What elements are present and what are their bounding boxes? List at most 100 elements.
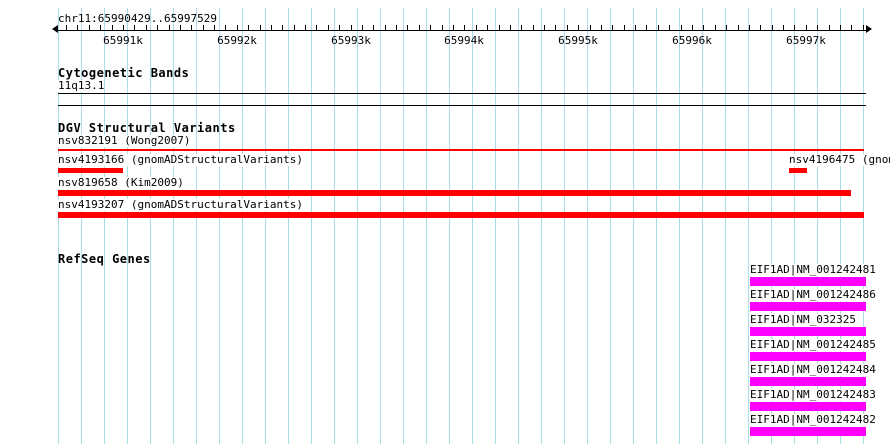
variant-label-nsv819658[interactable]: nsv819658 (Kim2009) [58,176,184,189]
ruler-tick [305,25,306,30]
ruler-tick [453,25,454,30]
ruler-tick [840,25,841,30]
ruler-tick [328,25,329,30]
gene-label-NM_001242486[interactable]: EIF1AD|NM_001242486 [750,288,876,301]
cytoband-bottom-border [58,105,866,106]
ruler-tick [829,25,830,30]
ruler-tick [294,25,295,30]
cytoband-label-11q13-1[interactable]: 11q13.1 [58,79,105,92]
arrow-left-icon [52,25,58,33]
variant-bar-nsv832191[interactable] [58,149,864,151]
ruler-label: 65994k [444,34,484,47]
ruler-tick [77,25,78,30]
ruler-tick [430,25,431,30]
gene-label-NM_001242484[interactable]: EIF1AD|NM_001242484 [750,363,876,376]
gene-bar-NM_001242482[interactable] [750,427,866,436]
ruler-tick [726,25,727,30]
track-title-cytogenetic-bands: Cytogenetic Bands [58,66,190,80]
ruler-tick [112,25,113,30]
arrow-right-icon [866,25,872,33]
ruler-tick [100,25,101,30]
gene-bar-NM_032325[interactable] [750,327,866,336]
variant-bar-nsv4196475[interactable] [789,168,807,173]
ruler-tick [316,25,317,30]
gene-bar-NM_001242486[interactable] [750,302,866,311]
ruler-tick [590,25,591,30]
ruler-tick [282,25,283,30]
ruler-tick [715,25,716,30]
ruler-tick [351,25,352,30]
ruler-label: 65991k [103,34,143,47]
ruler-tick [635,25,636,30]
ruler-tick [863,25,864,30]
ruler-tick [555,25,556,30]
gene-label-NM_001242485[interactable]: EIF1AD|NM_001242485 [750,338,876,351]
ruler-tick [123,25,124,30]
ruler-tick [214,25,215,30]
ruler-label: 65992k [217,34,257,47]
ruler-tick [851,25,852,30]
ruler-label: 65995k [558,34,598,47]
ruler-tick [612,25,613,30]
ruler-tick [464,25,465,30]
ruler-axis-line [58,30,866,31]
variant-bar-nsv4193207[interactable] [58,212,864,218]
gene-bar-NM_001242485[interactable] [750,352,866,361]
ruler-tick [385,25,386,30]
ruler-tick [225,25,226,30]
variant-label-nsv4193207[interactable]: nsv4193207 (gnomADStructuralVariants) [58,198,304,211]
ruler-tick [544,25,545,30]
ruler-tick [646,25,647,30]
ruler-tick [271,25,272,30]
ruler-tick [180,25,181,30]
track-title-dgv-structural-variants: DGV Structural Variants [58,121,236,135]
ruler-tick [806,25,807,30]
gene-label-NM_001242482[interactable]: EIF1AD|NM_001242482 [750,413,876,426]
gene-label-NM_001242483[interactable]: EIF1AD|NM_001242483 [750,388,876,401]
variant-label-nsv4193166[interactable]: nsv4193166 (gnomADStructuralVariants) [58,153,304,166]
ruler-tick [499,25,500,30]
ruler-tick [624,25,625,30]
ruler-tick [533,25,534,30]
ruler-label: 65997k [786,34,826,47]
gene-label-NM_001242481[interactable]: EIF1AD|NM_001242481 [750,263,876,276]
ruler-tick [66,25,67,30]
ruler-tick [487,25,488,30]
ruler-tick [146,25,147,30]
ruler-tick [442,25,443,30]
ruler-tick [191,25,192,30]
ruler-tick [419,25,420,30]
ruler-tick [89,25,90,30]
ruler-tick [794,25,795,30]
gene-label-NM_032325[interactable]: EIF1AD|NM_032325 [750,313,856,326]
gene-bar-NM_001242481[interactable] [750,277,866,286]
ruler-tick [169,25,170,30]
ruler-tick [817,25,818,30]
ruler-tick [373,25,374,30]
ruler-label: 65993k [331,34,371,47]
variant-label-nsv832191[interactable]: nsv832191 (Wong2007) [58,134,191,147]
gene-bar-NM_001242484[interactable] [750,377,866,386]
ruler-label: 65996k [672,34,712,47]
ruler-tick [157,25,158,30]
ruler-tick [476,25,477,30]
ruler-tick [237,25,238,30]
variant-label-nsv4196475[interactable]: nsv4196475 (gnom [789,154,890,166]
ruler-tick [601,25,602,30]
ruler-tick [692,25,693,30]
ruler-tick [339,25,340,30]
ruler-tick [510,25,511,30]
ruler-tick [760,25,761,30]
locus-title: chr11:65990429..65997529 [58,12,217,25]
ruler-tick [203,25,204,30]
ruler-tick [738,25,739,30]
ruler-tick [260,25,261,30]
variant-bar-nsv819658[interactable] [58,190,851,196]
ruler-tick [669,25,670,30]
variant-bar-nsv4193166[interactable] [58,168,123,173]
gene-bar-NM_001242483[interactable] [750,402,866,411]
ruler-tick [772,25,773,30]
ruler-tick [248,25,249,30]
